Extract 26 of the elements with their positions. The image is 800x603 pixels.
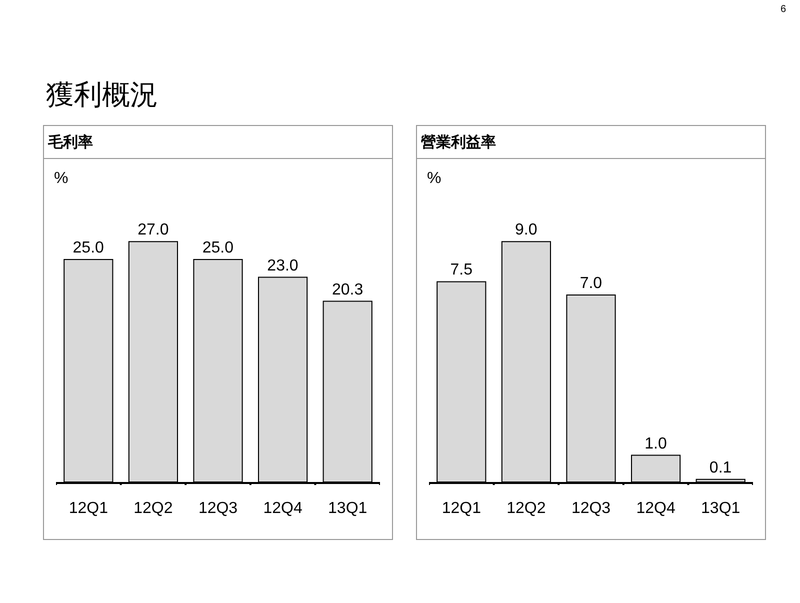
- data-label: 1.0: [644, 435, 667, 452]
- chart-title: 毛利率: [44, 126, 392, 159]
- data-label: 25.0: [202, 239, 234, 256]
- x-tick-label: 12Q4: [636, 500, 676, 518]
- x-tick-label: 13Q1: [328, 500, 368, 518]
- data-label: 27.0: [138, 222, 169, 239]
- x-tick-label: 12Q3: [198, 500, 238, 518]
- x-tick-label: 12Q4: [263, 500, 302, 518]
- data-label: 9.0: [515, 222, 538, 239]
- data-label: 7.5: [450, 262, 473, 279]
- data-label: 23.0: [267, 257, 298, 274]
- x-tick-label: 12Q3: [571, 500, 611, 518]
- x-tick-label: 12Q1: [68, 500, 108, 518]
- text: 6: [780, 4, 786, 15]
- y-axis-title: %: [54, 170, 68, 188]
- y-axis-title: %: [427, 170, 442, 188]
- x-tick-label: 12Q1: [442, 500, 482, 518]
- x-tick-label: 13Q1: [701, 500, 740, 518]
- data-label: 7.0: [580, 275, 602, 292]
- data-label: 20.3: [332, 281, 364, 298]
- chart-title: 營業利益率: [417, 126, 765, 159]
- data-label: 0.1: [709, 459, 732, 476]
- text: 獲利概況: [46, 77, 158, 113]
- x-tick-label: 12Q2: [134, 500, 173, 518]
- x-tick-label: 12Q2: [506, 500, 546, 518]
- data-label: 25.0: [72, 239, 104, 256]
